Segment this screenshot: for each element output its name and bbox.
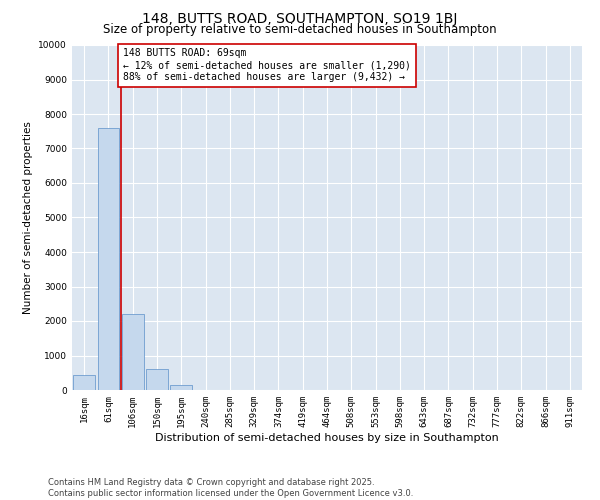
Bar <box>73 375 95 390</box>
Bar <box>122 314 143 390</box>
X-axis label: Distribution of semi-detached houses by size in Southampton: Distribution of semi-detached houses by … <box>155 432 499 442</box>
Text: 148, BUTTS ROAD, SOUTHAMPTON, SO19 1BJ: 148, BUTTS ROAD, SOUTHAMPTON, SO19 1BJ <box>142 12 458 26</box>
Bar <box>97 128 119 390</box>
Bar <box>170 385 192 390</box>
Bar <box>146 370 168 390</box>
Text: Contains HM Land Registry data © Crown copyright and database right 2025.
Contai: Contains HM Land Registry data © Crown c… <box>48 478 413 498</box>
Y-axis label: Number of semi-detached properties: Number of semi-detached properties <box>23 121 33 314</box>
Text: Size of property relative to semi-detached houses in Southampton: Size of property relative to semi-detach… <box>103 22 497 36</box>
Text: 148 BUTTS ROAD: 69sqm
← 12% of semi-detached houses are smaller (1,290)
88% of s: 148 BUTTS ROAD: 69sqm ← 12% of semi-deta… <box>123 48 411 82</box>
